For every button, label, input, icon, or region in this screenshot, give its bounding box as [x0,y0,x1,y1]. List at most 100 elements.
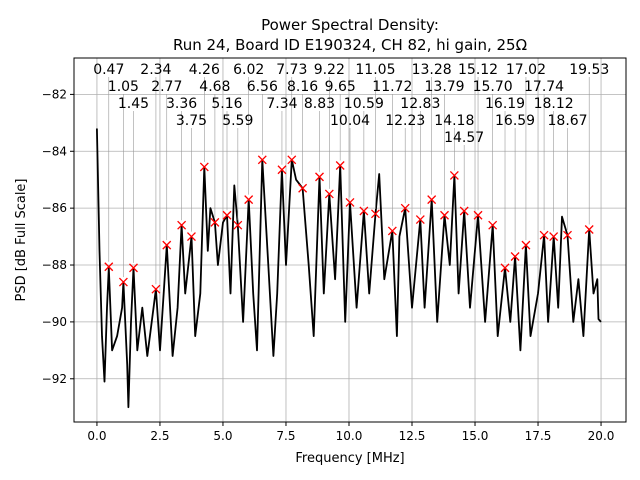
peak-label: 9.65 [325,79,356,95]
peak-marker [549,232,559,242]
peak-label: 10.59 [344,96,384,112]
y-tick-label: −92 [42,372,67,386]
peak-marker-stroke [563,230,572,240]
peak-marker [584,225,594,234]
peak-marker [473,210,483,220]
peak-label: 17.02 [506,62,546,78]
peak-label: 11.72 [372,79,412,95]
peak-marker [387,226,397,236]
peak-label: 7.34 [266,96,297,112]
peak-label: 9.22 [314,62,345,78]
peak-marker [510,252,520,261]
x-tick-label: 17.5 [525,429,552,443]
peak-label: 18.12 [534,96,574,112]
peak-label: 15.70 [473,79,513,95]
peak-marker-stroke [521,240,531,250]
peak-label: 1.05 [108,79,139,95]
peak-marker [335,161,345,170]
peak-marker [287,155,297,165]
peak-marker-stroke [415,215,425,224]
ticks: 0.0 2.5 5.0 7.5 10.0 12.5 15.0 17.5 20.0 −92 −90 −8… [42,87,615,443]
peak-label: 19.53 [569,62,609,78]
peak-marker-stroke [345,198,355,207]
peak-marker [563,230,572,240]
peak-label: 14.18 [434,113,474,129]
peak-marker-stroke [298,183,308,193]
y-tick-label: −90 [42,315,67,329]
axes-frame [73,57,627,423]
peak-label: 13.79 [425,79,465,95]
peak-marker-stroke [440,210,449,220]
peak-marker [400,203,410,213]
peak-label: 6.02 [233,62,264,78]
psd-line [96,128,602,409]
peak-marker [315,172,324,182]
peak-marker-stroke [539,230,549,240]
peak-label: 1.45 [118,96,149,112]
peak-marker [488,220,498,230]
peak-marker [277,165,287,175]
chart-title-line2: Run 24, Board ID E190324, CH 82, hi gain… [173,36,527,54]
peak-label: 16.59 [495,113,535,129]
x-tick-label: 2.5 [150,429,169,443]
peak-marker [427,195,437,205]
peak-marker [298,183,308,193]
peak-marker-stroke [324,189,334,199]
x-tick-label: 5.0 [213,429,232,443]
peak-label: 17.74 [524,79,564,95]
peak-marker-stroke [510,252,520,261]
y-tick-label: −82 [42,87,67,101]
peak-marker-stroke [177,220,187,230]
peak-marker-stroke [151,284,161,294]
peak-marker-stroke [427,195,437,205]
peak-marker [449,170,459,180]
peak-marker [324,189,334,199]
peak-marker-stroke [129,263,138,273]
peak-marker [539,230,549,240]
peak-marker [345,198,355,207]
peak-label: 15.12 [458,62,498,78]
peak-marker [118,277,128,287]
peak-marker [210,217,220,227]
peak-label: 8.16 [287,79,318,95]
peak-marker [521,240,531,250]
x-tick-label: 10.0 [336,429,363,443]
peak-marker [415,215,425,224]
peak-marker-stroke [359,206,369,216]
peak-marker [440,210,449,220]
peak-marker [104,262,114,272]
y-tick-label: −88 [42,258,67,272]
peak-marker-stroke [199,162,209,172]
peak-label: 6.56 [247,79,278,95]
peak-marker-stroke [186,232,196,242]
peak-marker [257,155,267,165]
peak-marker [222,210,232,220]
peak-marker [370,209,380,219]
peak-label: 10.04 [330,113,370,129]
peak-label: 0.47 [93,62,124,78]
peak-marker-stroke [400,203,410,213]
peak-label: 3.75 [176,113,207,129]
peak-marker [177,220,187,230]
x-tick-label: 7.5 [276,429,295,443]
peak-marker-stroke [584,225,594,234]
peak-label: 2.77 [151,79,182,95]
peak-marker-stroke [449,170,459,180]
peak-marker [162,240,172,250]
x-tick-label: 20.0 [588,429,615,443]
peak-marker-stroke [257,155,267,165]
peak-marker [151,284,161,294]
peak-marker-stroke [104,262,114,272]
plot-area [96,77,602,409]
peak-marker-stroke [162,240,172,250]
peak-label: 4.68 [199,79,230,95]
peak-marker [500,263,510,273]
peak-label: 2.34 [140,62,171,78]
y-tick-label: −86 [42,201,67,215]
peak-label: 3.36 [166,96,197,112]
peak-marker-stroke [370,209,380,219]
peak-marker-stroke [222,210,232,220]
x-axis-label: Frequency [MHz] [295,451,404,466]
peak-marker-stroke [210,217,220,227]
